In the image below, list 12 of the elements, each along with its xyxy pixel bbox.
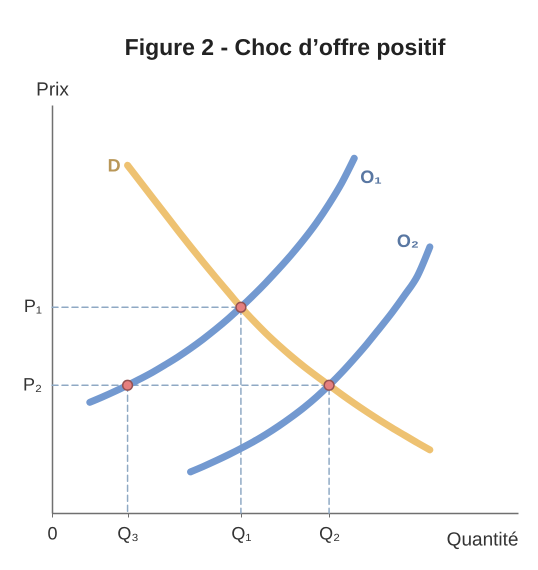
y-axis-title: Prix: [36, 80, 70, 100]
series-label: P₂: [23, 374, 42, 394]
series-label: P₁: [24, 296, 42, 316]
x-tick-label: Q₁: [231, 524, 252, 544]
x-tick-label: 0: [47, 524, 58, 544]
x-axis-title: Quantité: [446, 530, 518, 550]
x-tick-label: Q₂: [319, 524, 340, 544]
series-label: O₁: [360, 167, 382, 188]
series-label: D: [108, 155, 121, 176]
chart-title: Figure 2 - Choc d’offre positif: [124, 34, 446, 60]
series-label: O₂: [396, 230, 419, 251]
x-tick-label: Q₃: [117, 524, 139, 544]
